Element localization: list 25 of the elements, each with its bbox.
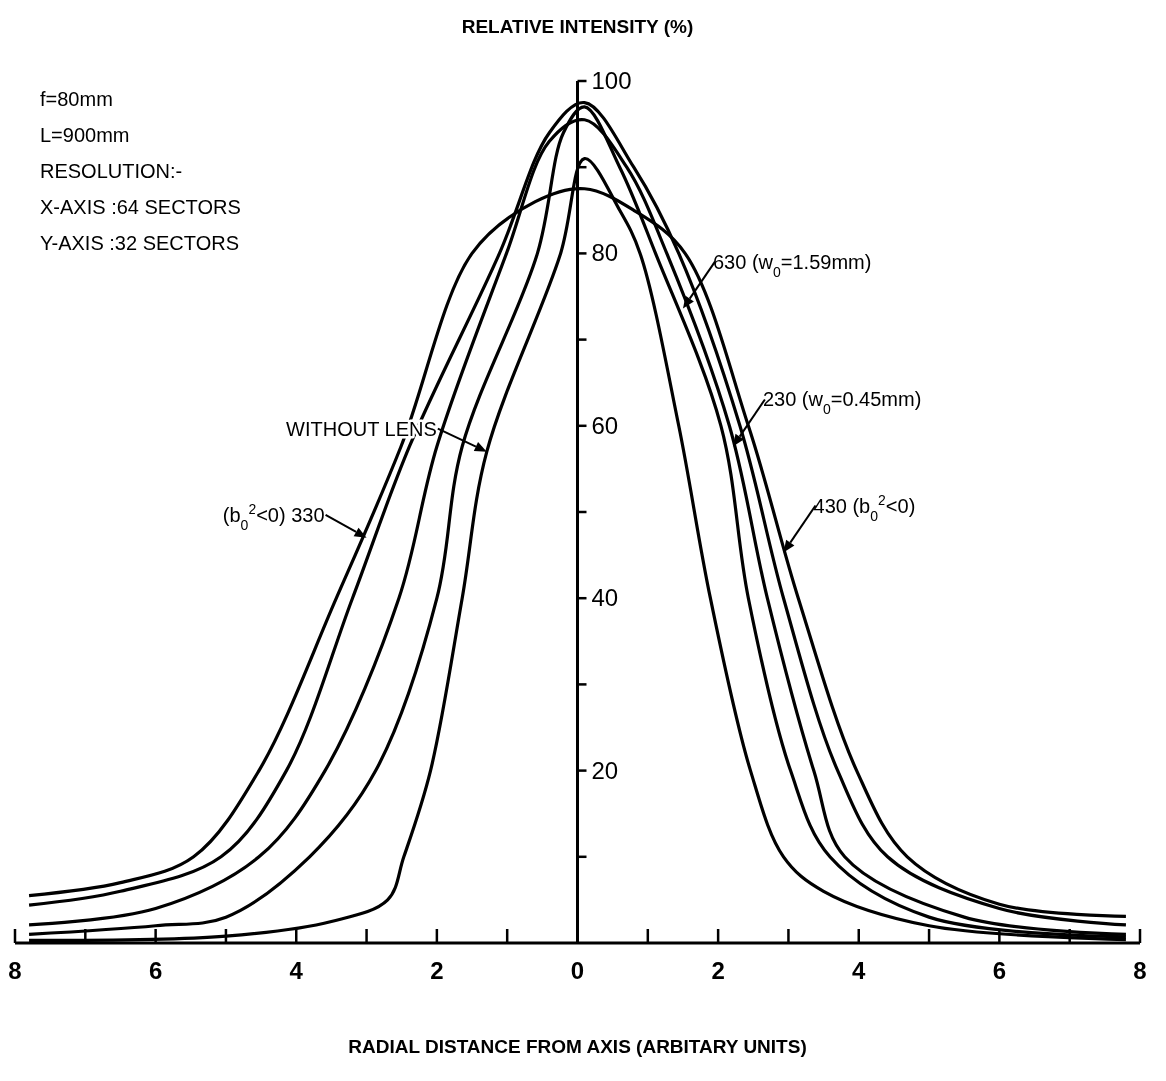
y-tick-label: 100 — [591, 67, 632, 94]
y-tick-label: 80 — [591, 239, 619, 267]
annotation: RESOLUTION:- — [40, 160, 183, 182]
x-tick-label: 4 — [852, 957, 867, 984]
x-axis-title: RADIAL DISTANCE FROM AXIS (ARBITARY UNITS) — [348, 1036, 807, 1057]
x-tick-label: 0 — [570, 957, 585, 984]
y-tick-label: 40 — [591, 584, 619, 612]
y-axis-title: RELATIVE INTENSITY (%) — [461, 16, 694, 37]
annotation: 430 (b$_{0}$$^{2}$<0) — [813, 491, 916, 524]
annotation: 630 (w$_{0}$=1.59mm) — [712, 250, 872, 280]
annotation: (b$_{0}$$^{2}$<0) 330 — [222, 500, 325, 533]
annotation: f=80mm — [40, 88, 113, 110]
annotation: L=900mm — [40, 124, 130, 146]
y-tick-label: 60 — [591, 411, 619, 439]
annotation: X-AXIS :64 SECTORS — [40, 196, 241, 218]
x-tick-label: 6 — [148, 957, 163, 984]
x-tick-label: 2 — [711, 957, 725, 984]
x-tick-label: 4 — [289, 957, 304, 984]
x-tick-label: 8 — [1133, 957, 1147, 984]
y-tick-label: 20 — [591, 756, 619, 784]
x-tick-label: 8 — [8, 957, 22, 984]
x-tick-label: 2 — [430, 957, 444, 984]
annotation: 230 (w$_{0}$=0.45mm) — [762, 388, 922, 418]
annotation: Y-AXIS :32 SECTORS — [40, 232, 239, 254]
x-tick-label: 6 — [992, 957, 1007, 984]
